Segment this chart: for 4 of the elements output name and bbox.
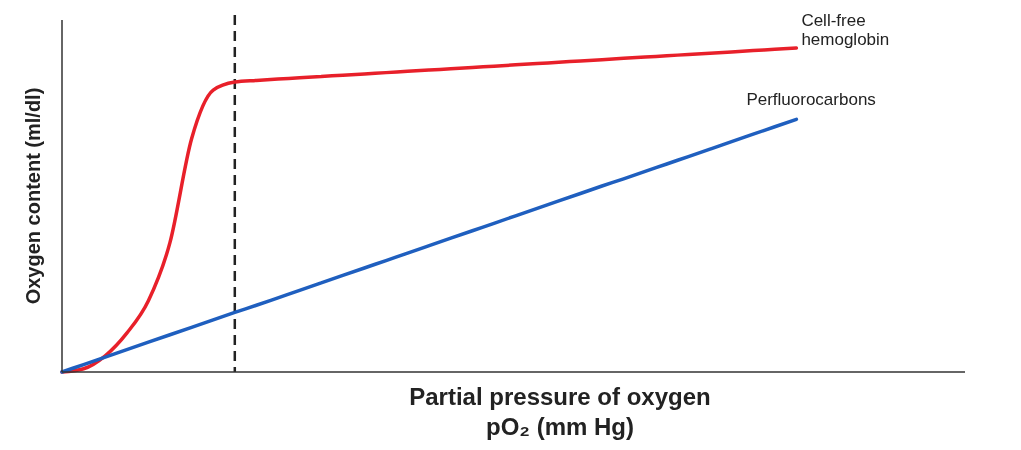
series-label: Cell-free hemoglobin bbox=[801, 11, 890, 49]
series-label: Perfluorocarbons bbox=[746, 90, 876, 110]
y-axis-title: Oxygen content (ml/dl) bbox=[22, 87, 44, 305]
x-axis-title: Partial pressure of oxygen pO₂ (mm Hg) bbox=[409, 383, 711, 440]
